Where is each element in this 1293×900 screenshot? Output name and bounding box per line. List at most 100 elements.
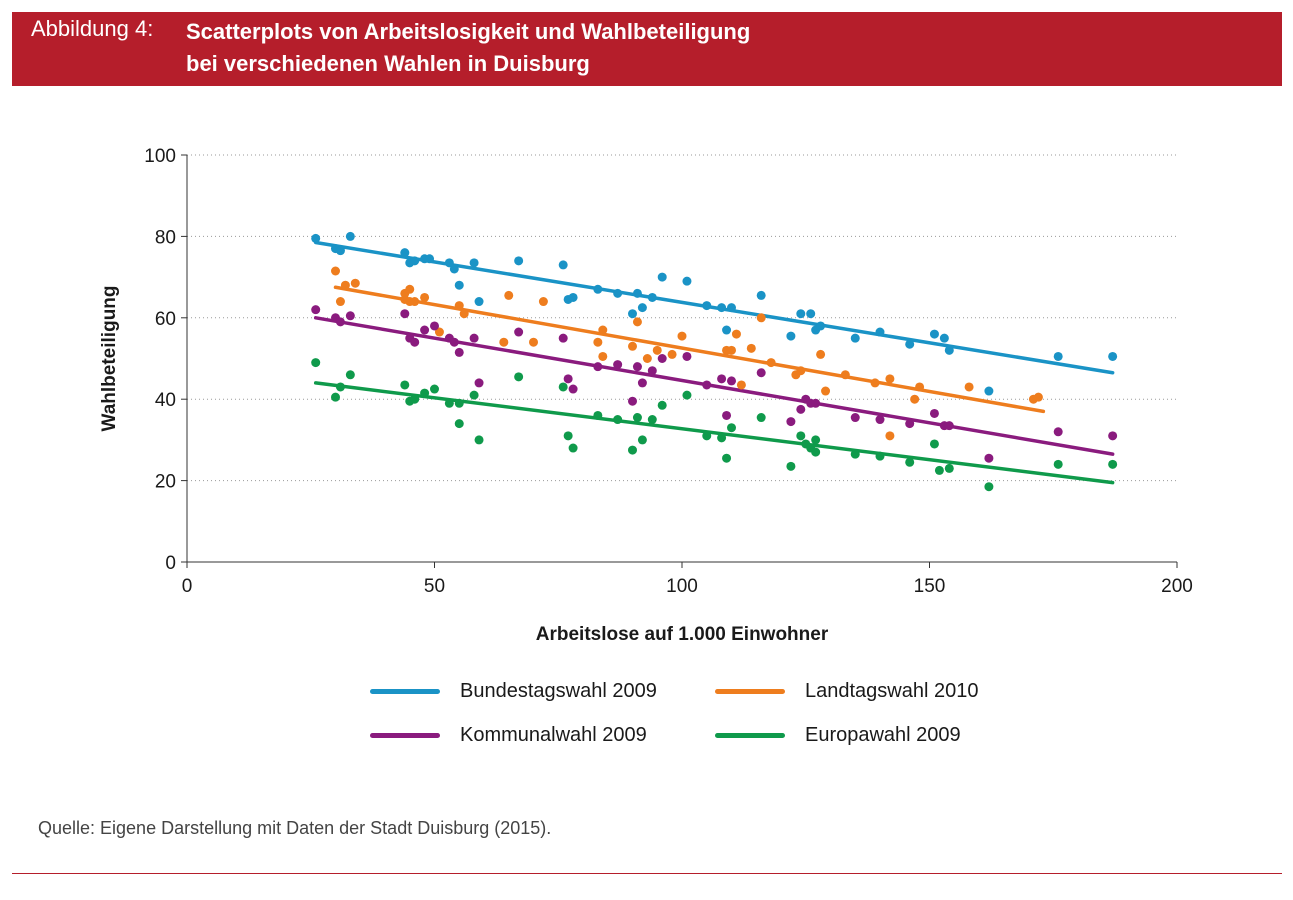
y-tick-label: 80: [155, 227, 176, 248]
data-point: [717, 433, 727, 443]
data-point: [400, 248, 410, 258]
data-point: [850, 333, 860, 343]
data-point: [454, 301, 464, 311]
data-point: [642, 354, 652, 363]
x-tick-label: 50: [424, 576, 445, 597]
data-point: [682, 276, 692, 286]
data-point: [647, 415, 657, 425]
data-point: [727, 345, 736, 355]
data-point: [400, 380, 410, 390]
legend-label: Landtagswahl 2010: [805, 680, 979, 702]
figure-title-line-2: bei verschiedenen Wahlen in Duisburg: [186, 51, 590, 76]
data-point: [637, 303, 647, 313]
data-point: [632, 317, 642, 327]
data-point: [657, 400, 667, 410]
data-point: [568, 384, 578, 394]
x-tick-label: 100: [666, 576, 698, 597]
data-point: [335, 382, 345, 392]
data-point: [756, 313, 766, 323]
data-point: [647, 366, 657, 376]
data-point: [657, 272, 667, 282]
data-point: [430, 321, 439, 331]
data-point: [1053, 351, 1063, 361]
data-point: [756, 368, 766, 378]
data-point: [875, 451, 885, 461]
data-point: [469, 333, 479, 343]
data-point: [929, 439, 939, 449]
data-point: [345, 370, 355, 380]
data-point: [796, 309, 806, 319]
data-point: [538, 297, 548, 307]
data-point: [311, 305, 321, 315]
data-point: [430, 384, 439, 394]
data-point: [657, 354, 667, 363]
data-point: [717, 374, 727, 384]
data-point: [915, 382, 925, 392]
data-point: [628, 341, 637, 351]
data-point: [885, 374, 895, 384]
y-tick-label: 20: [155, 472, 176, 493]
legend-swatch: [715, 733, 785, 738]
data-point: [885, 431, 895, 441]
data-point: [796, 404, 806, 414]
x-axis-title: Arbeitslose auf 1.000 Einwohner: [536, 624, 829, 645]
data-point: [939, 333, 949, 343]
data-point: [727, 376, 736, 386]
data-point: [717, 303, 727, 313]
data-point: [568, 292, 578, 302]
data-point: [598, 351, 608, 361]
title-banner: [12, 12, 1282, 86]
data-point: [637, 378, 647, 388]
data-point: [405, 284, 415, 294]
data-point: [929, 329, 939, 339]
data-point: [410, 297, 420, 307]
data-point: [944, 421, 954, 431]
data-point: [563, 374, 573, 384]
data-point: [816, 321, 826, 331]
data-point: [454, 398, 464, 408]
data-point: [613, 415, 623, 425]
data-point: [756, 413, 766, 423]
trend-line: [333, 285, 1046, 414]
data-point: [425, 254, 435, 264]
legend: Bundestagswahl 2009 Landtagswahl 2010 Ko…: [370, 680, 1070, 760]
data-point: [504, 290, 514, 300]
data-point: [702, 431, 712, 441]
data-point: [335, 246, 345, 256]
data-point: [796, 431, 806, 441]
data-point: [786, 461, 796, 471]
data-point: [410, 337, 420, 347]
trend-lines: [313, 240, 1115, 485]
data-point: [628, 445, 637, 455]
data-point: [736, 380, 746, 390]
data-point: [682, 351, 692, 361]
data-point: [667, 349, 677, 359]
data-point: [786, 417, 796, 427]
data-point: [410, 394, 420, 404]
figure-title: Scatterplots von Arbeitslosigkeit und Wa…: [186, 16, 750, 80]
legend-swatch: [715, 689, 785, 694]
data-point: [410, 256, 420, 266]
y-tick-label: 40: [155, 390, 176, 411]
data-point: [637, 435, 647, 445]
data-point: [345, 231, 355, 241]
y-tick-label: 60: [155, 309, 176, 330]
data-point: [984, 453, 994, 463]
data-point: [984, 482, 994, 492]
data-point: [840, 370, 850, 380]
data-point: [652, 345, 662, 355]
data-point: [1108, 459, 1118, 469]
data-point: [420, 325, 430, 335]
data-point: [593, 362, 603, 372]
data-point: [796, 366, 806, 376]
legend-item-kommunalwahl: Kommunalwahl 2009: [370, 724, 647, 747]
data-point: [944, 345, 954, 355]
legend-label: Europawahl 2009: [805, 724, 961, 746]
data-point: [811, 398, 821, 408]
data-point: [568, 443, 578, 453]
data-point: [934, 465, 944, 475]
y-axis-title: Wahlbeteiligung: [99, 285, 120, 431]
data-point: [677, 331, 687, 341]
data-point: [420, 388, 430, 398]
